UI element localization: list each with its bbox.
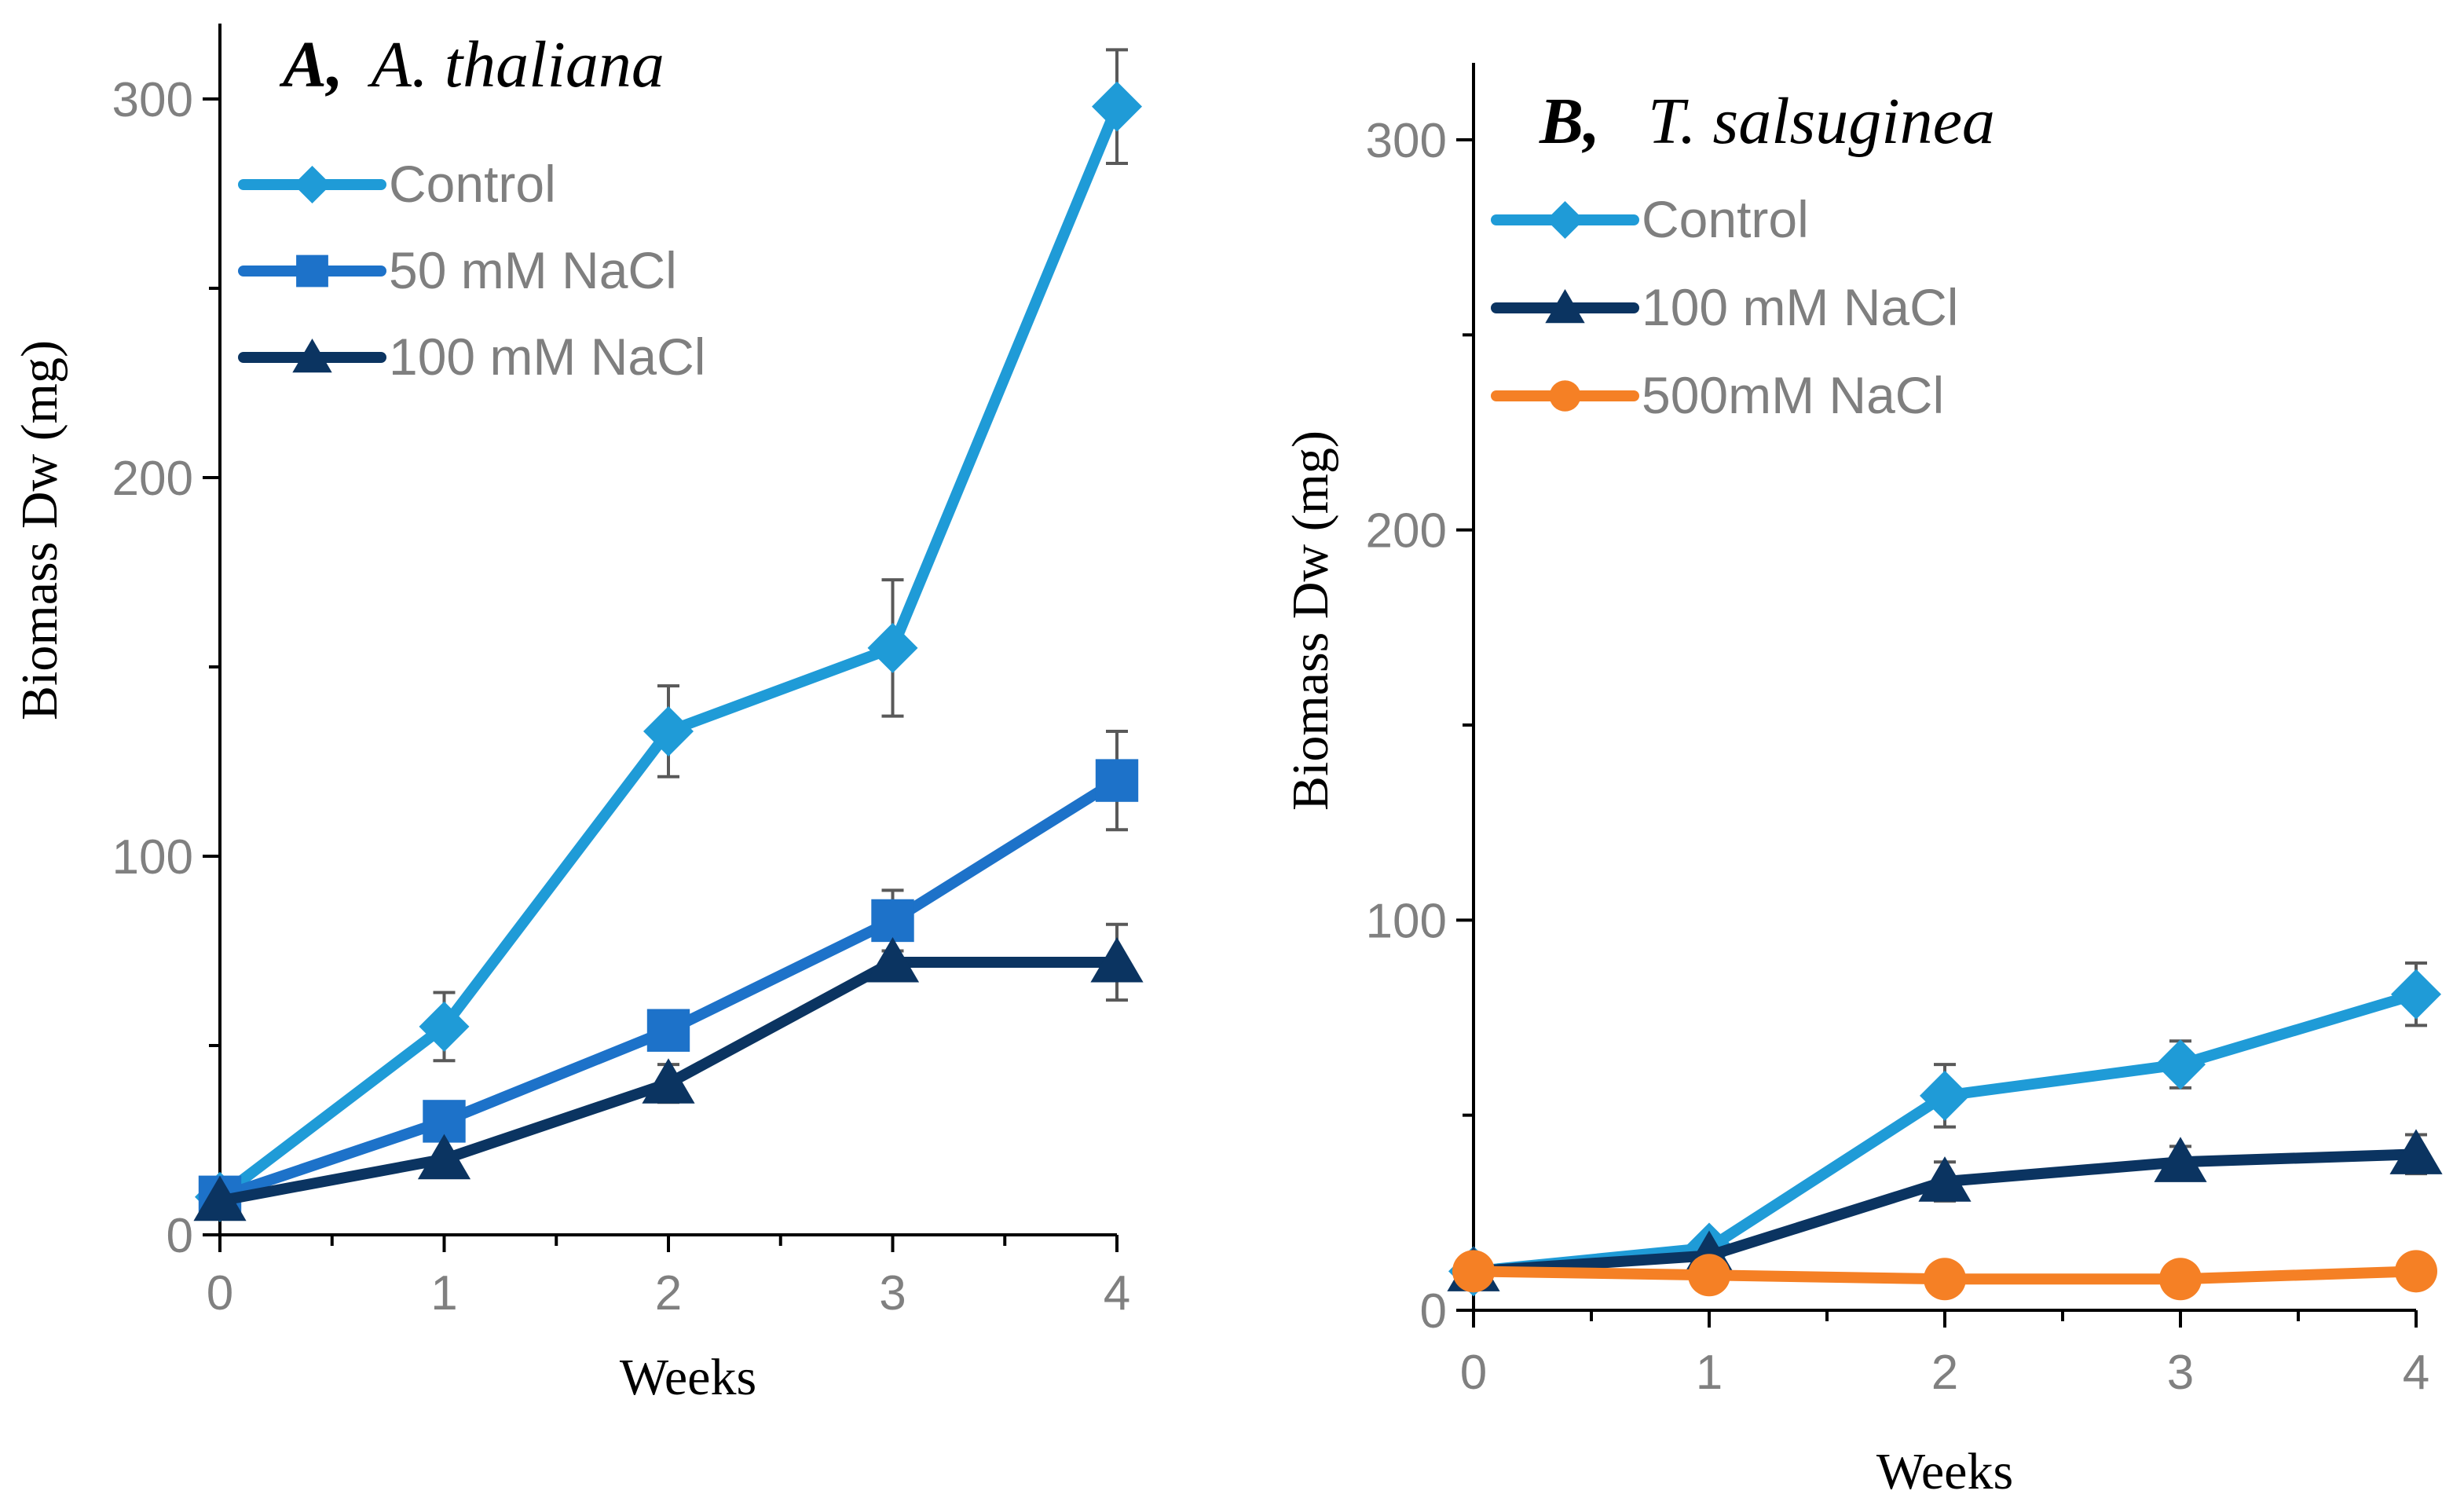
legend-label: Control bbox=[389, 155, 556, 213]
panel-a-y-axis-title: Biomass Dw (mg) bbox=[11, 340, 68, 720]
panel-a-x-tick-label: 3 bbox=[879, 1266, 906, 1320]
data-point bbox=[867, 622, 918, 673]
data-point bbox=[646, 1009, 690, 1052]
legend-item: 100 mM NaCl bbox=[1491, 278, 1958, 336]
legend-label: Control bbox=[1642, 190, 1809, 248]
panel-a-series-control bbox=[195, 48, 1142, 1222]
panel-a-x-tick-label: 0 bbox=[207, 1266, 233, 1320]
legend-marker bbox=[1549, 380, 1581, 412]
data-point bbox=[2389, 1129, 2443, 1174]
legend-label: 50 mM NaCl bbox=[389, 241, 677, 299]
panel-b-y-tick-label: 200 bbox=[1366, 504, 1447, 559]
legend-item: 50 mM NaCl bbox=[238, 241, 677, 299]
data-point bbox=[1918, 1156, 1972, 1202]
panel-a-x-tick-label: 2 bbox=[655, 1266, 682, 1320]
panel-a-title: A, A. thaliana bbox=[279, 28, 665, 101]
panel-b-letter: B, bbox=[1539, 85, 1600, 158]
legend-marker bbox=[1545, 289, 1585, 324]
legend-marker bbox=[1546, 201, 1584, 239]
legend-item: Control bbox=[1491, 190, 1809, 248]
legend-label: 100 mM NaCl bbox=[389, 328, 705, 386]
data-point bbox=[1095, 759, 1139, 802]
panel-b-x-tick-label: 0 bbox=[1460, 1346, 1487, 1400]
panel-a-x-tick-label: 4 bbox=[1104, 1266, 1130, 1320]
panel-b-y-tick-label: 100 bbox=[1366, 894, 1447, 948]
data-point bbox=[419, 1001, 470, 1052]
panel-b-species: T. salsuginea bbox=[1648, 85, 1995, 158]
data-point bbox=[2395, 1250, 2437, 1293]
panel-b-x-tick-label: 4 bbox=[2403, 1346, 2429, 1400]
data-point bbox=[1452, 1250, 1495, 1293]
panel-b-legend: Control 100 mM NaCl 500mM NaCl bbox=[1491, 190, 1958, 424]
legend-marker bbox=[292, 339, 332, 373]
data-point bbox=[643, 705, 694, 756]
data-point bbox=[2155, 1039, 2206, 1090]
panel-b-series-500mm-nacl bbox=[1452, 1250, 2437, 1301]
panel-a-y-tick-label: 300 bbox=[112, 73, 193, 127]
legend-marker bbox=[293, 166, 331, 203]
data-point bbox=[2159, 1258, 2202, 1301]
panel-b-title: B, T. salsuginea bbox=[1539, 85, 1995, 158]
data-point bbox=[1920, 1070, 1970, 1121]
panel-a-y-tick-label: 200 bbox=[112, 452, 193, 506]
data-point bbox=[1092, 81, 1142, 132]
data-point bbox=[1924, 1258, 1966, 1301]
legend-item: 500mM NaCl bbox=[1491, 366, 1944, 424]
panel-b-y-tick-label: 300 bbox=[1366, 114, 1447, 168]
data-point bbox=[2391, 969, 2441, 1020]
panel-b-y-tick-label: 0 bbox=[1420, 1284, 1447, 1339]
panel-b-x-axis-title: Weeks bbox=[1876, 1443, 2013, 1500]
panel-b-series-control bbox=[1448, 961, 2441, 1297]
panel-a-series-100-mm-nacl bbox=[193, 922, 1144, 1221]
panel-a-x-tick-label: 1 bbox=[430, 1266, 457, 1320]
panel-a-y-tick-label: 0 bbox=[167, 1209, 193, 1263]
series-line bbox=[214, 775, 1122, 1203]
panel-a-species: A. thaliana bbox=[368, 28, 665, 101]
panel-a-series-50-mm-nacl bbox=[198, 729, 1139, 1218]
data-point bbox=[2154, 1137, 2207, 1182]
legend-label: 100 mM NaCl bbox=[1642, 278, 1958, 336]
data-point bbox=[866, 936, 920, 983]
data-point bbox=[417, 1134, 471, 1180]
data-point bbox=[1688, 1254, 1730, 1297]
panel-a-legend: Control 50 mM NaCl 100 mM NaCl bbox=[238, 155, 705, 386]
legend-marker bbox=[296, 255, 328, 288]
data-point bbox=[871, 899, 914, 943]
panel-a-x-axis-title: Weeks bbox=[620, 1349, 756, 1406]
panel-b-y-axis-title: Biomass Dw (mg) bbox=[1282, 430, 1339, 811]
series-line bbox=[1468, 988, 2422, 1277]
panel-a-thaliana: 0 100 200 300 0 1 2 3 4 A, A. thaliana Weeks Bio… bbox=[11, 24, 1144, 1406]
panel-b-salsuginea: 0 100 200 300 0 1 2 3 4 B, T. salsuginea Weeks B… bbox=[1282, 63, 2443, 1500]
panel-a-y-tick-label: 100 bbox=[112, 830, 193, 885]
legend-item: 100 mM NaCl bbox=[238, 328, 705, 386]
data-point bbox=[642, 1058, 695, 1104]
data-point bbox=[193, 1175, 247, 1221]
legend-item: Control bbox=[238, 155, 556, 213]
panel-b-x-tick-label: 2 bbox=[1931, 1346, 1958, 1400]
panel-b-x-tick-label: 3 bbox=[2167, 1346, 2194, 1400]
data-point bbox=[1090, 936, 1144, 983]
legend-label: 500mM NaCl bbox=[1642, 366, 1944, 424]
panel-b-x-tick-label: 1 bbox=[1696, 1346, 1723, 1400]
panel-a-letter: A, bbox=[279, 28, 343, 101]
